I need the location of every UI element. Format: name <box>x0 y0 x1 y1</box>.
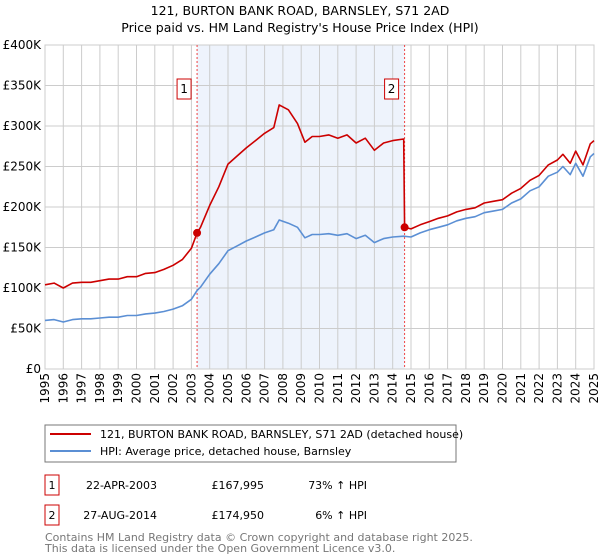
x-tick-label: 2007 <box>258 373 272 404</box>
plot-border <box>44 44 595 370</box>
x-tick-label: 2002 <box>166 373 180 404</box>
y-tick-label: £0 <box>26 362 41 376</box>
y-tick-label: £300K <box>3 119 43 133</box>
transaction-price: £174,950 <box>212 509 265 522</box>
transaction-marker-box <box>44 504 60 526</box>
transactions-table: 1 22-APR-2003 £167,995 73% ↑ HPI 2 27-AU… <box>44 474 367 526</box>
x-tick-label: 1997 <box>75 373 89 404</box>
legend: 121, BURTON BANK ROAD, BARNSLEY, S71 2AD… <box>44 424 463 463</box>
footer-copyright: Contains HM Land Registry data © Crown c… <box>45 531 473 544</box>
sale-point <box>400 223 409 232</box>
transaction-marker-box <box>44 474 60 496</box>
x-tick-label: 2009 <box>294 373 308 404</box>
x-tick-label: 2001 <box>148 373 162 404</box>
y-tick-label: £250K <box>3 160 43 174</box>
x-tick-label: 2021 <box>514 373 528 404</box>
x-tick-label: 2011 <box>331 373 345 404</box>
chart-subtitle: Price paid vs. HM Land Registry's House … <box>121 20 478 35</box>
x-tick-label: 2022 <box>532 373 546 404</box>
x-tick-label: 2013 <box>367 373 381 404</box>
y-tick-label: £350K <box>3 79 43 93</box>
sale-label: 2 <box>388 82 396 96</box>
transaction-hpi: 6% ↑ HPI <box>315 509 367 522</box>
x-tick-label: 2017 <box>441 373 455 404</box>
sale-label-box <box>384 78 400 100</box>
x-tick-label: 2000 <box>130 373 144 404</box>
x-tick-label: 2010 <box>313 373 327 404</box>
transaction-row: 1 22-APR-2003 £167,995 73% ↑ HPI <box>44 474 367 496</box>
x-tick-label: 2008 <box>276 373 290 404</box>
x-tick-label: 1998 <box>93 373 107 404</box>
x-tick-label: 2004 <box>203 373 217 404</box>
x-tick-label: 2018 <box>459 373 473 404</box>
chart-title: 121, BURTON BANK ROAD, BARNSLEY, S71 2AD <box>151 3 450 18</box>
transaction-price: £167,995 <box>212 479 265 492</box>
x-tick-label: 1996 <box>56 373 70 404</box>
y-tick-label: £50K <box>10 322 42 336</box>
x-tick-label: 2015 <box>404 373 418 404</box>
x-tick-label: 2024 <box>569 373 583 404</box>
transaction-hpi: 73% ↑ HPI <box>308 479 367 492</box>
transaction-date: 22-APR-2003 <box>86 479 157 492</box>
transaction-row: 2 27-AUG-2014 £174,950 6% ↑ HPI <box>44 504 367 526</box>
legend-label-property: 121, BURTON BANK ROAD, BARNSLEY, S71 2AD… <box>100 428 463 441</box>
y-tick-label: £200K <box>3 200 43 214</box>
x-tick-label: 2019 <box>477 373 491 404</box>
x-tick-label: 2005 <box>221 373 235 404</box>
x-tick-label: 2014 <box>386 373 400 404</box>
sale-point <box>193 228 202 237</box>
x-tick-label: 2020 <box>496 373 510 404</box>
x-tick-label: 2016 <box>422 373 436 404</box>
y-tick-label: £400K <box>3 38 43 52</box>
sale-label: 1 <box>180 82 188 96</box>
property-price-line <box>44 104 595 289</box>
x-tick-label: 2006 <box>239 373 253 404</box>
y-tick-label: £150K <box>3 241 43 255</box>
transaction-num: 1 <box>49 479 56 492</box>
x-tick-label: 1995 <box>38 373 52 404</box>
x-tick-label: 1999 <box>111 373 125 404</box>
x-tick-label: 2003 <box>184 373 198 404</box>
sale-label-box <box>176 78 192 100</box>
x-tick-label: 2012 <box>349 373 363 404</box>
footer-licence: This data is licensed under the Open Gov… <box>44 542 395 555</box>
plot-area: 1995 1996 1997 1998 1999 2000 2001 2002 2003 2004… <box>3 38 600 404</box>
hpi-line <box>44 152 595 323</box>
transaction-date: 27-AUG-2014 <box>83 509 157 522</box>
x-tick-label: 2025 <box>587 373 600 404</box>
x-tick-label: 2023 <box>550 373 564 404</box>
legend-label-hpi: HPI: Average price, detached house, Barn… <box>100 445 352 458</box>
legend-box <box>44 424 457 463</box>
y-tick-label: £100K <box>3 281 43 295</box>
transaction-num: 2 <box>49 509 56 522</box>
